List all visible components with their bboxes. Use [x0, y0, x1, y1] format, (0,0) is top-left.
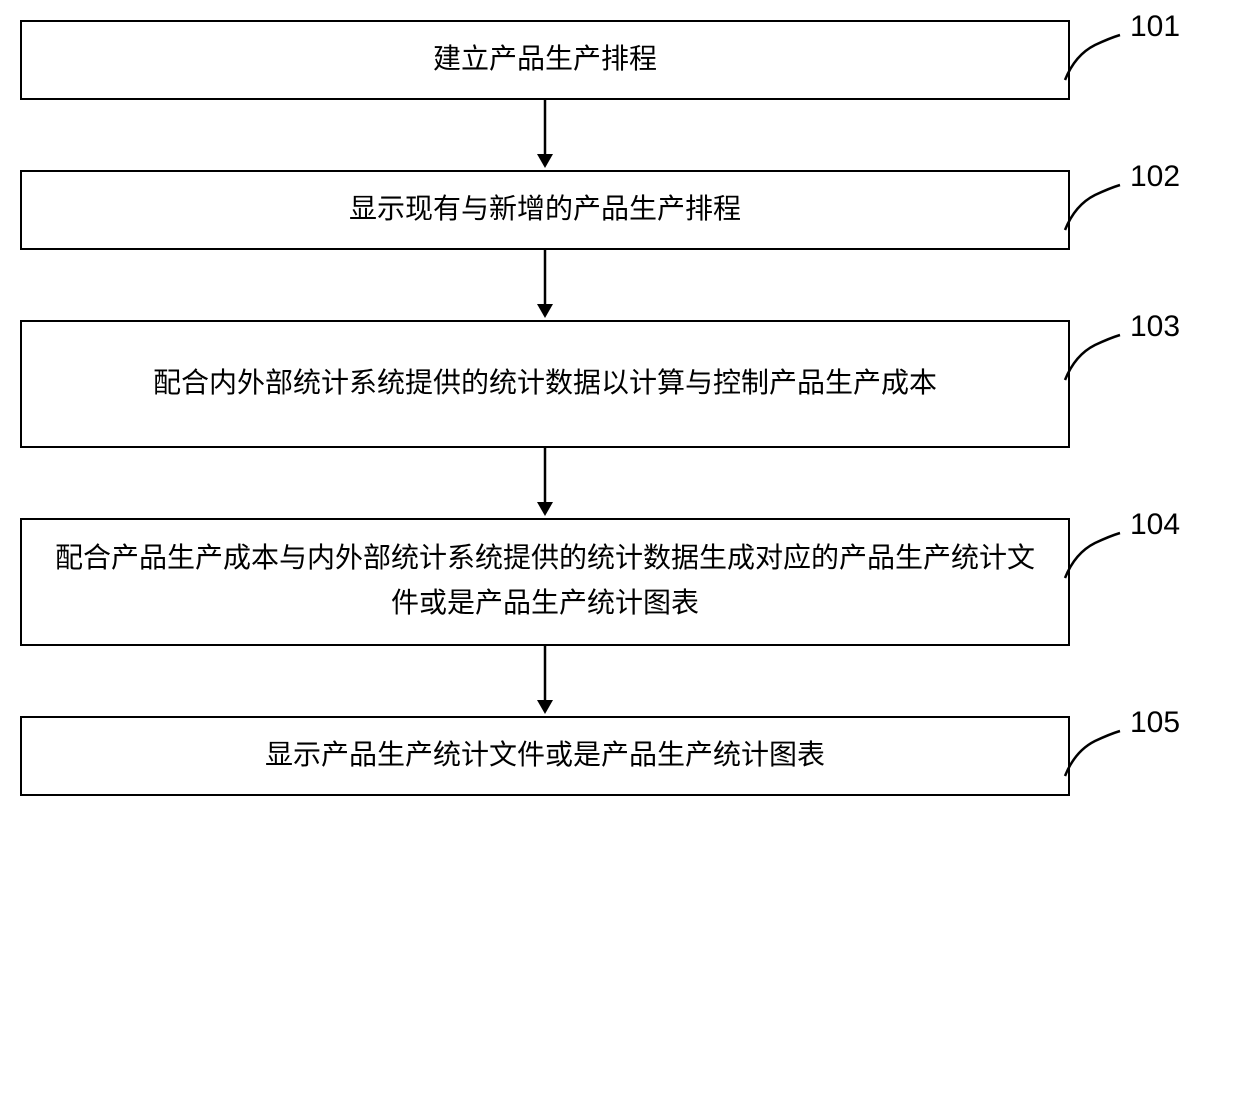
step-label: 104: [1130, 508, 1180, 542]
arrow-down-icon: [530, 250, 560, 320]
flowchart-container: 建立产品生产排程 101 显示现有与新增的产品生产排程 102: [20, 20, 1220, 796]
step-label: 102: [1130, 160, 1180, 194]
curve-icon: [1060, 726, 1130, 786]
step-box-101: 建立产品生产排程: [20, 20, 1070, 100]
step-box-104: 配合产品生产成本与内外部统计系统提供的统计数据生成对应的产品生产统计文件或是产品…: [20, 518, 1070, 646]
step-text: 配合内外部统计系统提供的统计数据以计算与控制产品生产成本: [153, 362, 937, 407]
step-row-103: 配合内外部统计系统提供的统计数据以计算与控制产品生产成本 103: [20, 320, 1220, 448]
arrow-down-icon: [530, 448, 560, 518]
step-label: 101: [1130, 10, 1180, 44]
connector-2: [20, 250, 1070, 320]
step-row-105: 显示产品生产统计文件或是产品生产统计图表 105: [20, 716, 1220, 796]
step-row-102: 显示现有与新增的产品生产排程 102: [20, 170, 1220, 250]
arrow-down-icon: [530, 646, 560, 716]
step-row-104: 配合产品生产成本与内外部统计系统提供的统计数据生成对应的产品生产统计文件或是产品…: [20, 518, 1220, 646]
step-label: 105: [1130, 706, 1180, 740]
step-text: 显示现有与新增的产品生产排程: [349, 188, 741, 233]
step-box-102: 显示现有与新增的产品生产排程: [20, 170, 1070, 250]
step-text: 建立产品生产排程: [433, 38, 657, 83]
connector-1: [20, 100, 1070, 170]
step-text: 配合产品生产成本与内外部统计系统提供的统计数据生成对应的产品生产统计文件或是产品…: [52, 537, 1038, 627]
curve-icon: [1060, 528, 1130, 588]
arrow-down-icon: [530, 100, 560, 170]
step-label: 103: [1130, 310, 1180, 344]
step-row-101: 建立产品生产排程 101: [20, 20, 1220, 100]
step-box-105: 显示产品生产统计文件或是产品生产统计图表: [20, 716, 1070, 796]
step-text: 显示产品生产统计文件或是产品生产统计图表: [265, 734, 825, 779]
step-box-103: 配合内外部统计系统提供的统计数据以计算与控制产品生产成本: [20, 320, 1070, 448]
curve-icon: [1060, 30, 1130, 90]
connector-4: [20, 646, 1070, 716]
curve-icon: [1060, 330, 1130, 390]
curve-icon: [1060, 180, 1130, 240]
connector-3: [20, 448, 1070, 518]
